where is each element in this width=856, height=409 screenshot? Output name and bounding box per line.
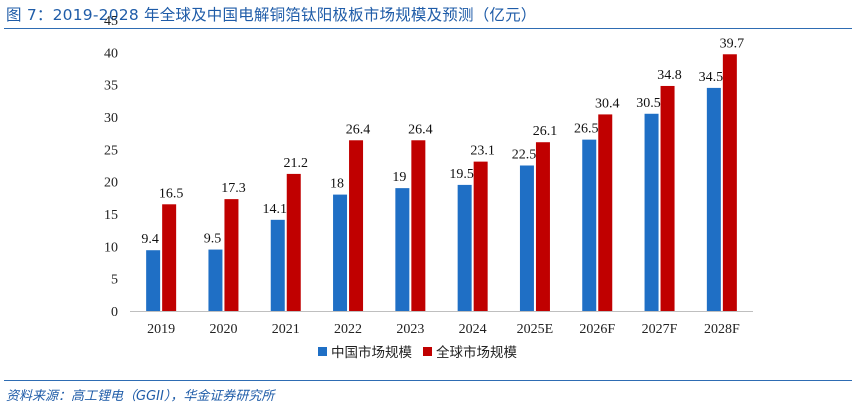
title-divider: [4, 28, 852, 29]
bar-china: [395, 188, 410, 311]
bar-china: [208, 249, 223, 311]
legend-label-global: 全球市场规模: [436, 344, 517, 361]
footer-divider: [4, 380, 852, 381]
x-tick-label: 2023: [396, 322, 424, 337]
legend: 中国市场规模 全球市场规模: [318, 344, 517, 361]
bar-global: [473, 161, 488, 311]
bar-global: [286, 173, 301, 311]
x-tick-label: 2024: [459, 322, 487, 337]
data-label-china: 26.5: [574, 122, 599, 137]
bar-global: [411, 140, 426, 311]
y-tick-label: 5: [111, 273, 118, 288]
bar-china: [146, 250, 161, 311]
x-tick-label: 2025E: [517, 322, 554, 337]
bar-global: [224, 199, 239, 311]
data-label-china: 34.5: [699, 70, 724, 85]
y-tick-label: 0: [111, 305, 118, 320]
source-note: 资料来源：高工锂电（GGII），华金证券研究所: [6, 389, 275, 404]
data-label-china: 18: [330, 177, 344, 192]
data-label-global: 21.2: [284, 156, 309, 171]
bar-global: [598, 114, 613, 311]
bar-china: [644, 113, 659, 312]
y-tick-label: 15: [104, 208, 118, 223]
bar-global: [349, 140, 364, 311]
bar-china: [706, 87, 721, 312]
x-tick-label: 2026F: [579, 322, 615, 337]
x-tick-label: 2022: [334, 322, 362, 337]
data-label-china: 19.5: [449, 167, 474, 182]
bar-series: [146, 54, 737, 312]
legend-swatch-china: [318, 347, 327, 356]
data-label-global: 34.8: [657, 68, 682, 83]
chart-title: 图 7：2019-2028 年全球及中国电解铜箔钛阳极板市场规模及预测（亿元）: [6, 6, 537, 24]
bar-global: [162, 204, 177, 311]
x-tick-label: 2028F: [704, 322, 740, 337]
y-tick-label: 10: [104, 240, 118, 255]
data-label-china: 9.4: [141, 232, 159, 247]
data-labels: 9.4 16.5 9.5 17.3 14.1 21.2 18 26.4 19 26.4 19.5 23…: [141, 36, 744, 247]
x-tick-label: 2019: [147, 322, 175, 337]
x-axis: 2019 2020 2021 2022 2023 2024 2025E 2026F 2027F 2…: [130, 311, 753, 337]
y-tick-label: 35: [104, 79, 118, 94]
data-label-china: 9.5: [204, 232, 222, 247]
bar-global: [722, 54, 737, 311]
data-label-global: 39.7: [720, 36, 745, 51]
data-label-china: 22.5: [512, 148, 537, 163]
data-label-global: 30.4: [595, 96, 620, 111]
legend-swatch-global: [423, 347, 432, 356]
bar-china: [270, 219, 285, 311]
x-tick-label: 2020: [209, 322, 237, 337]
bar-china: [457, 184, 472, 311]
y-tick-label: 30: [104, 111, 118, 126]
data-label-global: 26.4: [346, 122, 371, 137]
bar-global: [660, 85, 675, 312]
bar-china: [582, 139, 597, 311]
data-label-global: 26.4: [408, 122, 433, 137]
data-label-global: 23.1: [470, 144, 495, 159]
x-tick-label: 2027F: [642, 322, 678, 337]
y-axis: 0 5 10 15 20 25 30 35 40 45: [104, 14, 118, 320]
data-label-china: 19: [392, 170, 406, 185]
data-label-global: 17.3: [221, 181, 246, 196]
y-tick-label: 45: [104, 14, 118, 29]
legend-label-china: 中国市场规模: [331, 344, 412, 361]
bar-china: [519, 165, 534, 311]
y-tick-label: 20: [104, 176, 118, 191]
data-label-china: 30.5: [636, 96, 661, 111]
data-label-global: 16.5: [159, 186, 184, 201]
x-tick-label: 2021: [272, 322, 300, 337]
data-label-china: 14.1: [263, 202, 288, 217]
y-tick-label: 40: [104, 46, 118, 61]
bar-china: [333, 194, 348, 311]
y-tick-label: 25: [104, 143, 118, 158]
bar-global: [535, 142, 550, 311]
data-label-global: 26.1: [533, 124, 558, 139]
